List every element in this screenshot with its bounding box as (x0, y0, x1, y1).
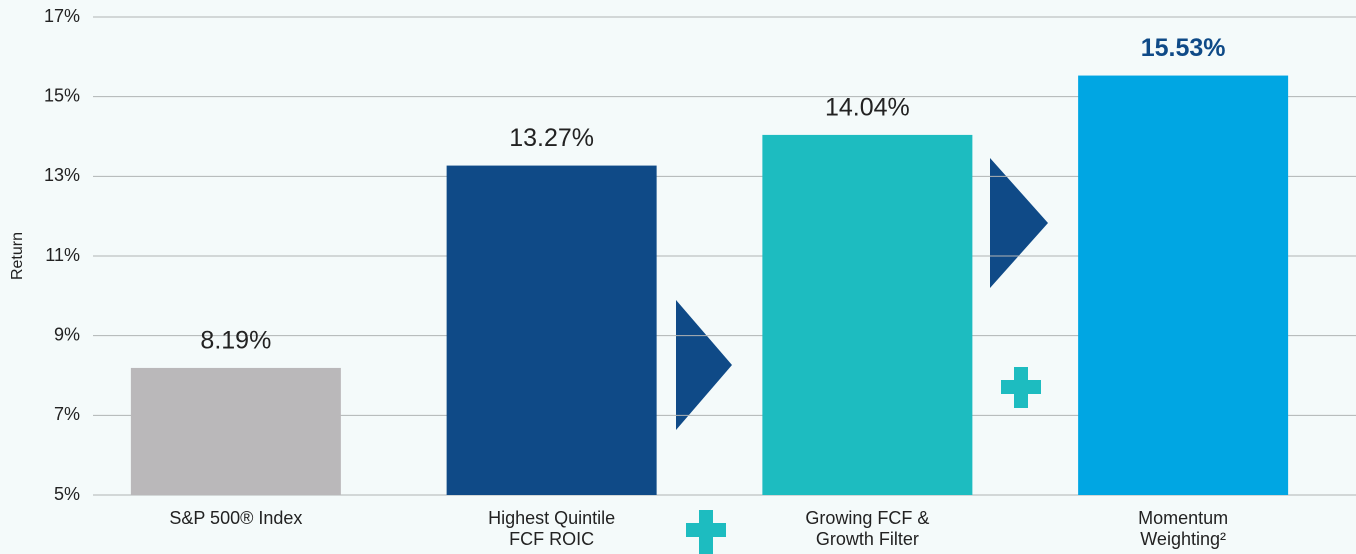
plus-icon (686, 510, 726, 554)
x-tick-label: Highest Quintile FCF ROIC (488, 508, 616, 549)
plus-icon (1001, 367, 1041, 408)
y-tick-label: 15% (44, 85, 80, 105)
bar (1078, 75, 1289, 496)
y-axis-label: Return (9, 232, 26, 280)
y-tick-label: 9% (54, 324, 80, 344)
y-tick-label: 13% (44, 165, 80, 185)
value-label: 13.27% (509, 124, 594, 152)
bar (446, 165, 657, 495)
y-tick-label: 17% (44, 6, 80, 26)
x-tick-label: Momentum Weighting² (1138, 508, 1229, 549)
y-tick-label: 11% (45, 245, 80, 265)
value-label: 15.53% (1141, 34, 1226, 62)
value-label: 14.04% (825, 94, 910, 122)
x-tick-label: Growing FCF & Growth Filter (805, 508, 930, 549)
arrow (990, 158, 1048, 288)
arrow (676, 300, 732, 430)
bar (130, 367, 341, 495)
x-tick-label: S&P 500® Index (169, 508, 303, 528)
bar (762, 134, 973, 495)
y-tick-label: 5% (54, 484, 80, 504)
y-tick-label: 7% (54, 404, 80, 424)
value-label: 8.19% (200, 327, 271, 355)
